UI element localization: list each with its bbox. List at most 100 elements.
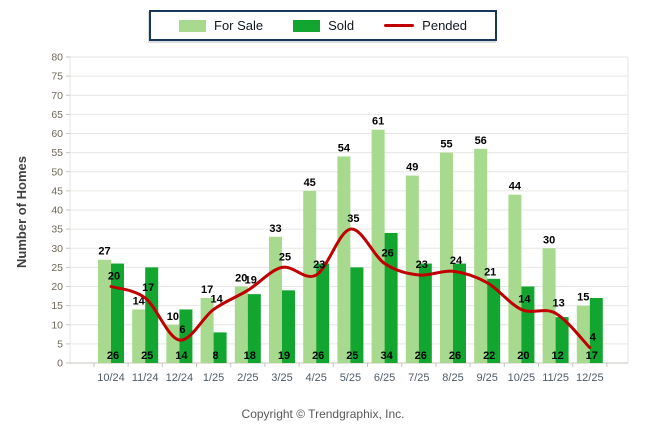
for-sale-value-label: 33 xyxy=(269,223,281,235)
sold-value-label: 26 xyxy=(449,350,461,362)
x-axis-label: 3/25 xyxy=(271,372,292,384)
bar-for-sale xyxy=(405,175,419,363)
legend-label-for-sale: For Sale xyxy=(214,18,264,33)
y-tick-label: 30 xyxy=(51,243,63,255)
pended-value-label: 19 xyxy=(245,274,257,286)
sold-value-label: 25 xyxy=(346,350,358,362)
bar-sold xyxy=(453,263,466,363)
pended-value-label: 25 xyxy=(279,251,291,263)
for-sale-value-label: 61 xyxy=(372,116,384,128)
x-axis-label: 6/25 xyxy=(374,372,395,384)
sold-value-label: 25 xyxy=(141,350,153,362)
x-axis-label: 8/25 xyxy=(442,372,463,384)
sold-value-label: 8 xyxy=(213,350,219,362)
sold-value-label: 17 xyxy=(586,350,598,362)
for-sale-value-label: 55 xyxy=(440,139,452,151)
x-axis-label: 4/25 xyxy=(305,372,326,384)
y-tick-label: 40 xyxy=(51,205,63,217)
bar-sold xyxy=(350,267,364,363)
pended-value-label: 14 xyxy=(210,293,223,305)
for-sale-value-label: 54 xyxy=(338,142,351,154)
for-sale-swatch-icon xyxy=(179,19,206,32)
for-sale-value-label: 15 xyxy=(577,292,589,304)
y-tick-label: 35 xyxy=(51,224,63,236)
pended-line-swatch-icon xyxy=(384,24,415,27)
y-tick-label: 75 xyxy=(51,71,63,83)
sold-value-label: 14 xyxy=(175,350,188,362)
bar-sold xyxy=(213,332,227,363)
for-sale-value-label: 27 xyxy=(98,246,110,258)
y-tick-label: 80 xyxy=(51,52,63,64)
bar-for-sale xyxy=(371,129,385,363)
y-tick-label: 15 xyxy=(51,300,63,312)
bar-sold xyxy=(316,263,330,363)
x-axis-label: 11/24 xyxy=(132,372,159,384)
y-tick-label: 50 xyxy=(51,166,63,178)
legend-item-pended: Pended xyxy=(384,18,467,33)
bar-for-sale xyxy=(234,286,248,363)
bar-for-sale xyxy=(576,305,590,363)
copyright-text: Copyright © Trendgraphix, Inc. xyxy=(241,407,405,421)
sold-value-label: 22 xyxy=(483,350,495,362)
y-tick-label: 25 xyxy=(51,262,63,274)
bar-sold xyxy=(179,309,193,363)
x-axis-label: 11/25 xyxy=(542,372,569,384)
bar-sold xyxy=(282,290,295,363)
for-sale-value-label: 14 xyxy=(133,295,146,307)
sold-value-label: 26 xyxy=(107,350,119,362)
pended-value-label: 17 xyxy=(142,282,154,294)
bar-sold xyxy=(521,286,535,363)
y-tick-label: 10 xyxy=(51,319,63,331)
sold-value-label: 26 xyxy=(415,350,427,362)
y-tick-label: 60 xyxy=(51,128,63,140)
for-sale-value-label: 49 xyxy=(406,162,418,174)
bar-sold xyxy=(145,267,159,363)
sold-value-label: 19 xyxy=(278,350,290,362)
y-tick-label: 45 xyxy=(51,185,63,197)
pended-value-label: 21 xyxy=(484,267,496,279)
bar-for-sale xyxy=(542,248,556,363)
pended-value-label: 6 xyxy=(179,324,185,336)
for-sale-value-label: 20 xyxy=(235,273,247,285)
sold-swatch-icon xyxy=(293,19,321,32)
x-axis-label: 12/24 xyxy=(166,372,194,384)
x-axis-label: 9/25 xyxy=(476,372,497,384)
sold-value-label: 26 xyxy=(312,350,324,362)
pended-line xyxy=(109,227,592,350)
pended-value-label: 4 xyxy=(590,332,597,344)
pended-value-label: 26 xyxy=(381,248,393,260)
x-axis-label: 10/25 xyxy=(508,372,536,384)
legend-label-pended: Pended xyxy=(422,18,467,33)
bar-for-sale xyxy=(337,156,351,363)
bar-sold xyxy=(589,297,603,363)
bar-sold xyxy=(487,278,501,363)
x-axis-label: 7/25 xyxy=(408,372,429,384)
y-tick-label: 0 xyxy=(57,358,63,370)
sold-value-label: 12 xyxy=(551,350,563,362)
sold-value-label: 20 xyxy=(517,350,529,362)
legend-label-sold: Sold xyxy=(328,18,355,33)
pended-value-label: 24 xyxy=(450,255,463,267)
pended-value-label: 14 xyxy=(518,293,531,305)
bar-for-sale xyxy=(508,194,522,363)
pended-value-label: 20 xyxy=(108,271,120,283)
y-tick-label: 5 xyxy=(57,338,63,350)
y-tick-label: 20 xyxy=(51,281,63,293)
bar-sold xyxy=(418,263,432,363)
legend-item-for-sale: For Sale xyxy=(179,18,263,33)
for-sale-value-label: 17 xyxy=(201,284,213,296)
pended-value-label: 35 xyxy=(347,213,359,225)
pended-value-label: 23 xyxy=(313,259,325,271)
pended-value-label: 23 xyxy=(416,259,428,271)
for-sale-value-label: 45 xyxy=(304,177,316,189)
pended-value-label: 13 xyxy=(552,297,564,309)
for-sale-value-label: 56 xyxy=(475,135,487,147)
x-axis-label: 1/25 xyxy=(203,372,224,384)
bar-for-sale xyxy=(474,148,488,363)
bar-for-sale xyxy=(440,152,453,363)
legend-item-sold: Sold xyxy=(293,18,354,33)
chart-legend: For Sale Sold Pended xyxy=(149,10,497,41)
bar-for-sale xyxy=(132,309,146,363)
